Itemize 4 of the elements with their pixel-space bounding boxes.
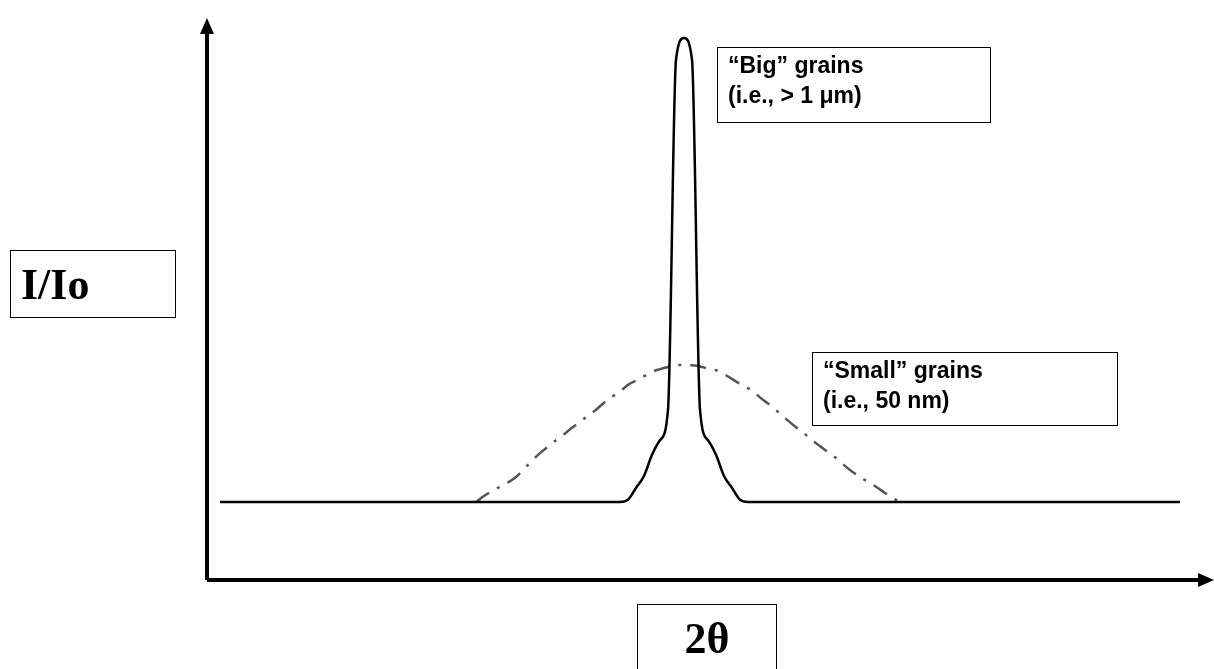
y-axis-title: I/Io [10, 250, 176, 318]
annotation: “Small” grains (i.e., 50 nm) [812, 352, 1118, 426]
x-axis-title: 2θ [637, 604, 777, 669]
annotation: “Big” grains (i.e., > 1 μm) [717, 47, 991, 123]
